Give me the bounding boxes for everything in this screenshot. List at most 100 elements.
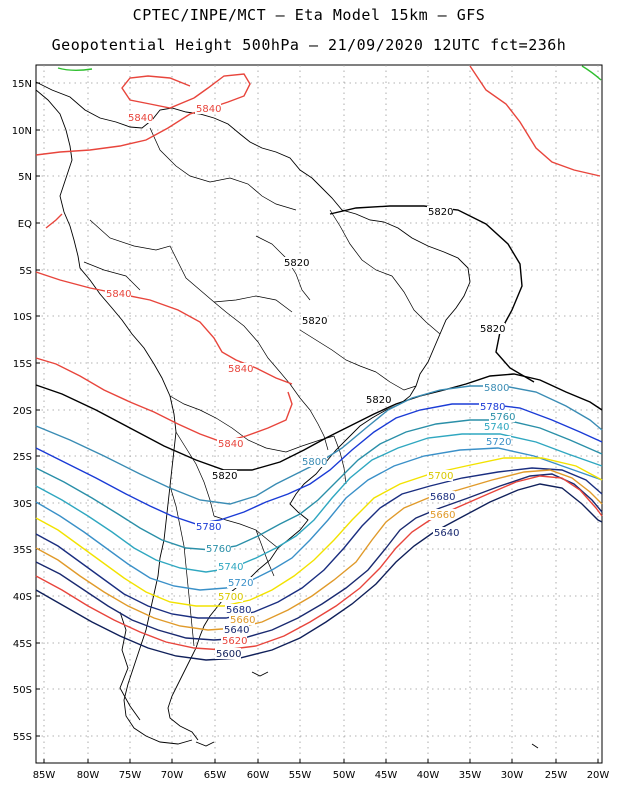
contour-label-bg (301, 315, 327, 326)
lat-tick-label: 20S (13, 406, 32, 417)
map-title: CPTEC/INPE/MCT – Eta Model 15km – GFS (132, 6, 486, 24)
contour-5740 (35, 433, 603, 573)
contour-label-bg (429, 491, 455, 502)
lat-tick-label: 45S (13, 639, 32, 650)
lat-tick-label: 5S (19, 266, 32, 277)
contour-label: 5700 (218, 592, 243, 603)
contour-label-bg (283, 257, 309, 268)
lon-tick-label: 50W (333, 770, 356, 781)
contour-trough-group (35, 385, 603, 661)
contour-green-north (57, 67, 93, 71)
contour-label-bg (211, 470, 237, 481)
contour-label: 5820 (302, 316, 327, 327)
contour-label-bg (195, 103, 221, 114)
contour-label-bg (483, 421, 509, 432)
lat-tick-label: EQ (18, 219, 32, 230)
contour-label: 5820 (366, 395, 391, 406)
contour-label: 5760 (206, 544, 231, 555)
lat-tick-label: 10S (13, 312, 32, 323)
lon-tick-label: 65W (204, 770, 227, 781)
contour-label-bg (489, 411, 515, 422)
contour-label: 5840 (228, 364, 253, 375)
contour-label: 5780 (480, 402, 505, 413)
graticule (36, 65, 602, 763)
contour-5840 (35, 65, 601, 443)
contour-5720 (35, 447, 603, 591)
lat-tick-label: 30S (13, 499, 32, 510)
lat-tick-label: 25S (13, 452, 32, 463)
lon-tick-label: 30W (501, 770, 524, 781)
map-frame (35, 64, 603, 764)
lon-tick-label: 60W (247, 770, 270, 781)
lat-tick-label: 50S (13, 685, 32, 696)
lat-tick-label: 10N (12, 126, 32, 137)
lon-tick-label: 55W (289, 770, 312, 781)
lat-tick-label: 15S (13, 359, 32, 370)
contour-label-bg (215, 648, 241, 659)
contour-5600 (35, 483, 603, 661)
contour-label: 5800 (302, 457, 327, 468)
lat-tick-label: 55S (13, 732, 32, 743)
lon-tick-label: 20W (587, 770, 610, 781)
contour-label: 5720 (486, 437, 511, 448)
contour-label-bg (301, 456, 327, 467)
contour-5680 (35, 467, 603, 619)
contour-label: 5760 (490, 412, 515, 423)
contour-label: 5840 (128, 113, 153, 124)
contour-label: 5840 (106, 289, 131, 300)
lon-tick-label: 45W (375, 770, 398, 781)
coastlines (35, 81, 539, 749)
contour-label: 5740 (218, 562, 243, 573)
contour-label: 5840 (196, 104, 221, 115)
contour-label-bg (127, 112, 153, 123)
contour-label-bg (105, 288, 131, 299)
contour-label-bg (217, 438, 243, 449)
contour-label-bg (227, 577, 253, 588)
contour-label: 5820 (212, 471, 237, 482)
lon-tick-label: 70W (161, 770, 184, 781)
contour-label-bg (433, 527, 459, 538)
contour-label: 5640 (434, 528, 459, 539)
contour-label-bg (225, 604, 251, 615)
contour-label: 5820 (480, 324, 505, 335)
lat-tick-label: 35S (13, 545, 32, 556)
contour-label-bg (365, 394, 391, 405)
contour-label: 5620 (222, 636, 247, 647)
lon-tick-label: 80W (77, 770, 100, 781)
contour-labels: 5840 5840 5840 5840 5840 5820 5820 5820 5820 5820… (105, 103, 515, 660)
contour-5640 (35, 473, 603, 641)
contour-label-bg (479, 401, 505, 412)
contour-label: 5840 (218, 439, 243, 450)
lon-tick-label: 25W (545, 770, 568, 781)
lon-tick-label: 85W (33, 770, 56, 781)
contour-label-bg (229, 614, 255, 625)
contour-label-bg (483, 382, 509, 393)
contour-5820 (35, 205, 603, 471)
contour-label: 5780 (196, 522, 221, 533)
contour-label-bg (427, 206, 453, 217)
contour-label-bg (195, 521, 221, 532)
contour-label-bg (205, 543, 231, 554)
map-subtitle: Geopotential Height 500hPa – 21/09/2020 … (51, 36, 567, 54)
contour-label-bg (485, 436, 511, 447)
contour-label: 5680 (430, 492, 455, 503)
contour-5760 (35, 419, 603, 551)
lon-tick-label: 35W (459, 770, 482, 781)
contour-label-bg (427, 470, 453, 481)
lon-tick-label: 75W (119, 770, 142, 781)
contour-label-bg (217, 561, 243, 572)
contour-label: 5680 (226, 605, 251, 616)
contour-label: 5800 (484, 383, 509, 394)
contour-5800 (35, 385, 603, 505)
contour-label: 5820 (284, 258, 309, 269)
contour-label-bg (223, 624, 249, 635)
contour-green-northeast (581, 65, 602, 81)
contour-label: 5720 (228, 578, 253, 589)
contour-label: 5640 (224, 625, 249, 636)
lat-tick-label: 5N (18, 172, 32, 183)
contour-label-bg (227, 363, 253, 374)
contour-label-bg (217, 591, 243, 602)
lat-tick-label: 40S (13, 592, 32, 603)
contour-label: 5700 (428, 471, 453, 482)
